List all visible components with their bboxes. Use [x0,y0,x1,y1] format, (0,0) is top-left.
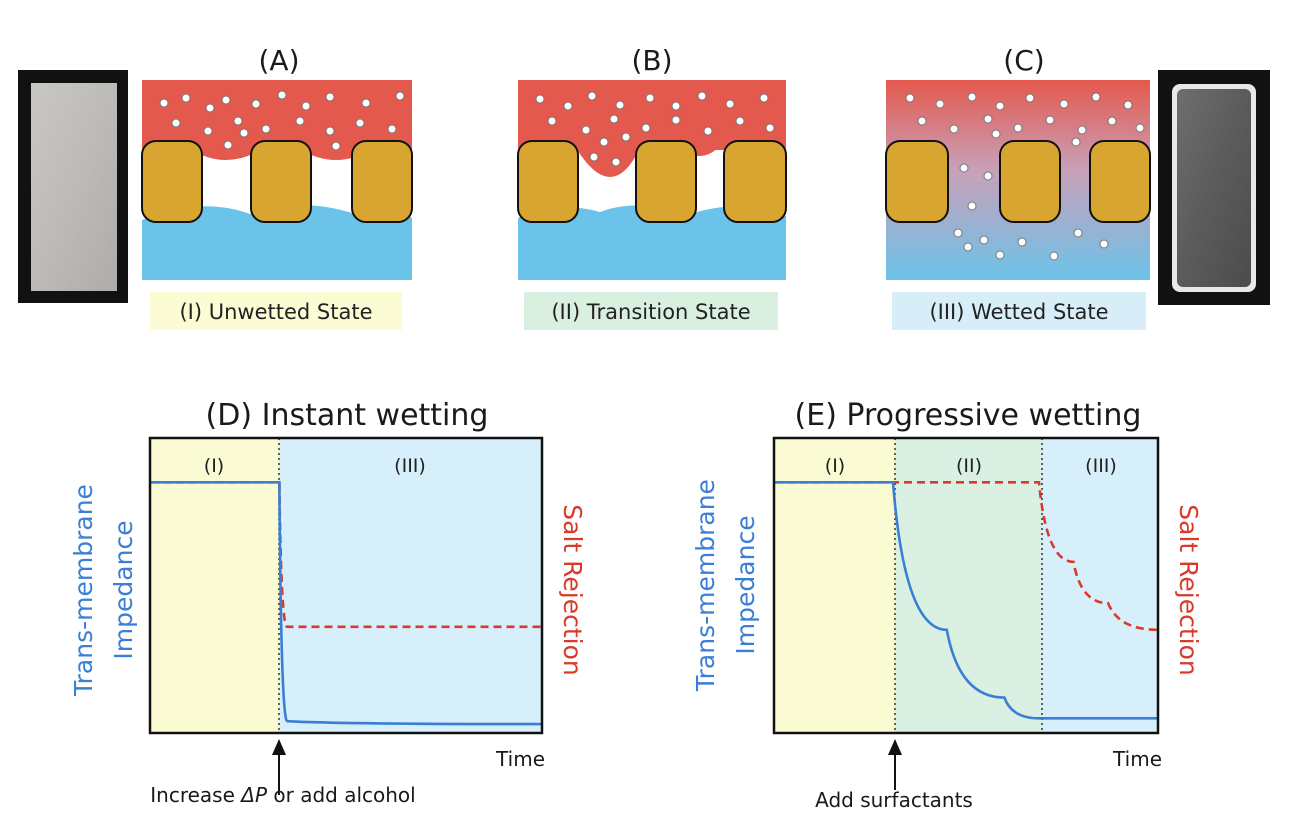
chart-d-title: (D) Instant wetting [206,398,489,433]
panel-a-letter: (A) [258,44,299,77]
state-label-box-b [524,292,778,330]
chart-e-title: (E) Progressive wetting [795,398,1142,433]
state-label-b: (II) Transition State [551,300,750,324]
chart-d-frame [148,436,544,735]
panel-b-letter: (B) [631,44,672,77]
pore-schematic-unwetted [141,80,413,280]
chart-d-ylabel-right: Salt Rejection [558,504,587,675]
state-label-a: (I) Unwetted State [179,300,372,324]
chart-d-region-label-0: (I) [204,455,224,477]
chart-d-xlabel: Time [495,747,545,771]
chart-e-ylabel-left-2: Impedance [731,515,760,654]
panel-c: (C) (III) Wetted State [885,44,1270,330]
state-label-c: (III) Wetted State [929,300,1108,324]
chart-e-series-impedance [774,481,1158,720]
chart-d-ylabel-left-1: Trans-membrane [69,484,98,697]
chart-e-ylabel-right: Salt Rejection [1174,504,1203,675]
chart-d-series-impedance [150,481,543,726]
chart-progressive-wetting: (E) Progressive wetting (I) (II) (III) T… [691,398,1203,812]
chart-d-region-label-1: (III) [394,455,426,477]
chart-d-annotation-arrow [272,739,286,795]
chart-e-region-label-1: (II) [956,455,982,477]
panel-a: (A) (I) Unwetted State [18,44,413,330]
state-label-box-c [892,292,1146,330]
chart-e-region-label-0: (I) [825,455,845,477]
chart-instant-wetting: (D) Instant wetting (I) (III) Trans-memb… [69,398,587,807]
chart-e-region-iii-bg [1042,438,1158,733]
chart-e-series-salt-rejection [774,481,1159,632]
chart-d-annotation: Increase ΔP or add alcohol [150,783,415,807]
chart-e-annotation: Add surfactants [815,788,973,812]
chart-e-region-label-2: (III) [1085,455,1117,477]
pore-schematic-wetted [885,80,1151,280]
state-label-box-a [150,292,402,330]
panel-b: (B) (II) Transition State [517,44,787,330]
chart-e-xlabel: Time [1112,747,1162,771]
panel-c-letter: (C) [1003,44,1044,77]
chart-d-region-iii-bg [279,438,542,733]
chart-e-annotation-arrow [888,739,902,790]
pore-schematic-transition [517,80,787,280]
chart-e-frame [772,436,1160,735]
chart-d-ylabel-left-2: Impedance [109,520,138,659]
chart-e-ylabel-left-1: Trans-membrane [691,479,720,692]
